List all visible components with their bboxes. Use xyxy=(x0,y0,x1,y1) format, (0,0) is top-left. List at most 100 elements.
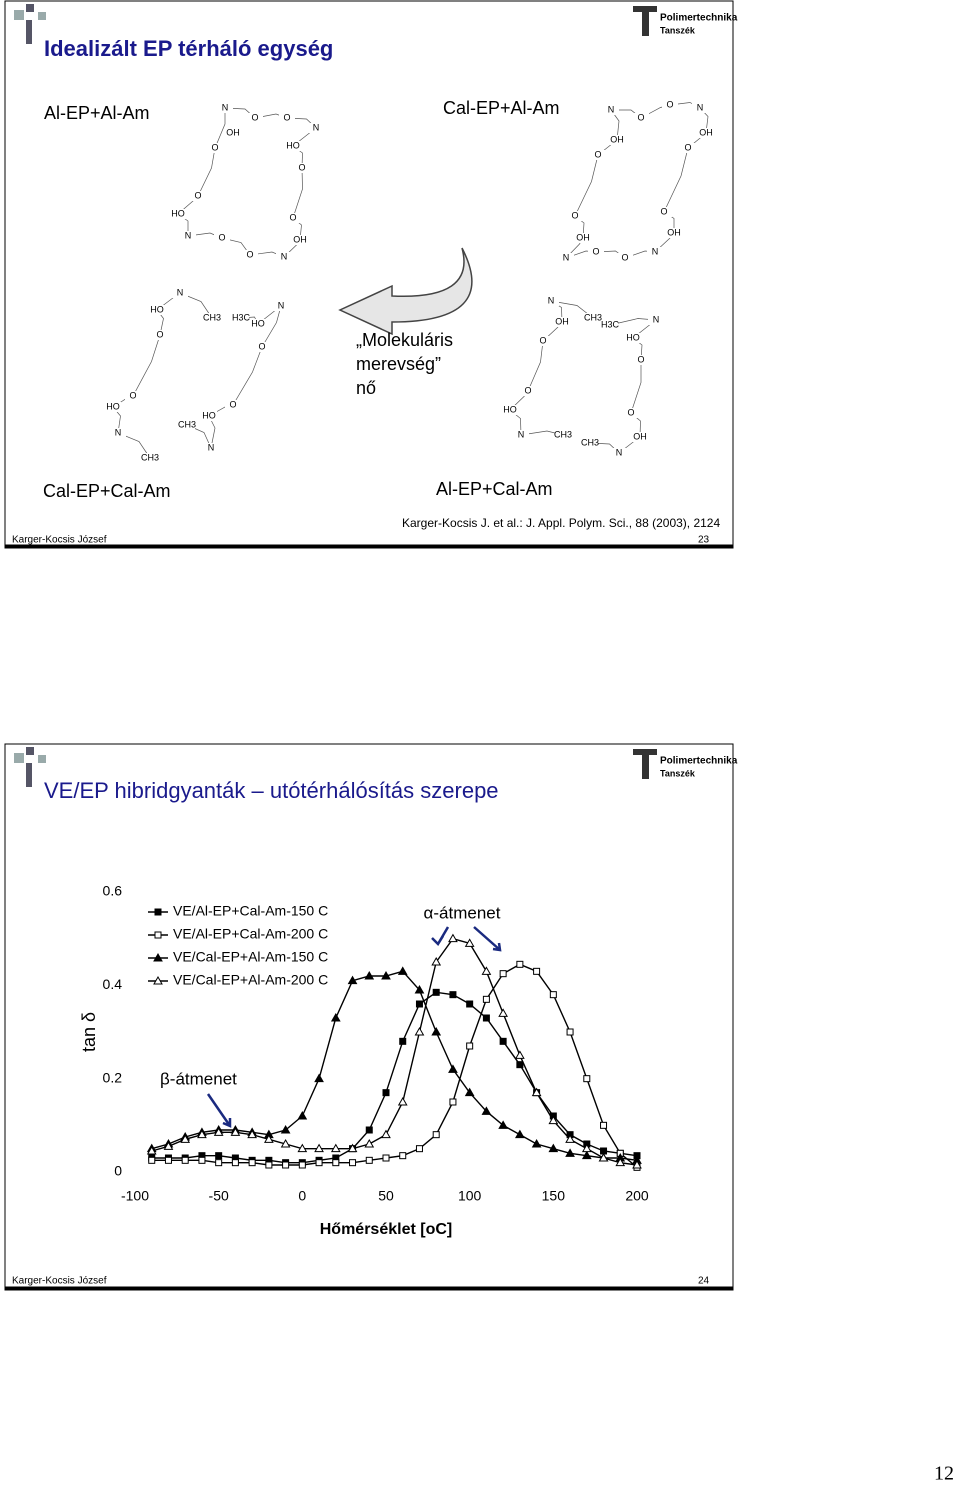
y-axis-label: tan δ xyxy=(79,1012,99,1052)
data-point xyxy=(381,1129,391,1139)
atom-bg xyxy=(203,443,219,453)
data-point xyxy=(548,1143,559,1153)
data-point xyxy=(397,1096,408,1106)
page-number: 12 xyxy=(934,1463,954,1485)
atom-label: CH3 xyxy=(141,452,159,462)
atom-label: HO xyxy=(626,332,640,342)
caption: Cal-EP+Al-Am xyxy=(443,98,560,118)
atom-bg xyxy=(567,211,583,221)
data-point xyxy=(213,1127,224,1136)
data-point xyxy=(230,1127,241,1136)
atom-label: O xyxy=(524,385,531,395)
annotation-arrow xyxy=(206,926,502,1128)
data-point xyxy=(498,1120,508,1129)
atom-bg xyxy=(632,432,648,442)
x-axis-label: Hőmérséklet [oC] xyxy=(320,1221,452,1238)
data-point xyxy=(431,956,442,966)
atom-label: HO xyxy=(286,140,300,150)
atom-bg xyxy=(142,453,158,463)
arrow-text: „Molekuláris xyxy=(356,330,453,350)
data-point xyxy=(566,1028,574,1036)
data-point xyxy=(282,1161,290,1169)
atom-label: N xyxy=(208,442,215,452)
atom-label: OH xyxy=(555,316,569,326)
atom-bg xyxy=(633,113,649,123)
data-point xyxy=(349,1159,357,1167)
atom-label: O xyxy=(194,190,201,200)
y-tick-label: 0 xyxy=(114,1163,122,1179)
atom-bg xyxy=(273,301,289,311)
x-tick-label: -50 xyxy=(209,1188,229,1204)
atom-bg xyxy=(603,105,619,115)
atom-label: O xyxy=(129,390,136,400)
data-point xyxy=(163,1141,174,1150)
caption: Al-EP+Al-Am xyxy=(44,103,150,123)
legend-marker xyxy=(153,952,163,962)
data-point xyxy=(231,1159,239,1167)
data-point xyxy=(466,1042,474,1050)
x-tick-label: 150 xyxy=(542,1188,566,1204)
data-point xyxy=(347,975,358,985)
data-point xyxy=(449,991,457,999)
slide-decoration xyxy=(14,4,46,787)
data-point xyxy=(332,1159,340,1167)
atom-label: O xyxy=(621,252,628,262)
atom-label: N xyxy=(281,251,288,261)
data-point xyxy=(397,966,408,975)
arrow-text: merevség” xyxy=(356,354,441,374)
atom-label: H3C xyxy=(601,319,620,329)
data-point xyxy=(382,1154,390,1162)
data-point xyxy=(197,1129,207,1139)
atom-label: N xyxy=(652,246,659,256)
atom-label: OH xyxy=(667,227,681,237)
atom-label: N xyxy=(115,427,122,437)
atom-bg xyxy=(656,207,672,217)
atom-bg xyxy=(666,228,682,238)
data-point xyxy=(148,1156,156,1164)
bond xyxy=(663,147,689,213)
data-point xyxy=(297,1143,308,1153)
atom-label: N xyxy=(653,314,660,324)
atom-bg xyxy=(308,123,324,133)
data-point xyxy=(382,1089,390,1097)
atom-label: N xyxy=(563,252,570,262)
bond xyxy=(132,334,161,397)
atom-bg xyxy=(152,330,168,340)
atom-label: OH xyxy=(293,234,307,244)
data-point xyxy=(449,1098,457,1106)
atom-bg xyxy=(698,128,714,138)
data-point xyxy=(448,933,458,943)
atom-bg xyxy=(276,252,292,262)
atom-label: H3C xyxy=(232,312,251,322)
atom-label: N xyxy=(185,230,192,240)
data-point xyxy=(515,1050,525,1059)
atom-bg xyxy=(585,313,601,323)
data-point xyxy=(415,1000,423,1008)
atom-label: HO xyxy=(171,208,185,218)
y-tick-label: 0.2 xyxy=(103,1069,123,1085)
atom-bg xyxy=(294,163,310,173)
atom-bg xyxy=(225,128,241,138)
data-point xyxy=(364,1138,375,1148)
atom-bg xyxy=(582,438,598,448)
legend-label: VE/Cal-EP+Al-Am-200 C xyxy=(173,972,328,988)
bond xyxy=(292,167,303,219)
data-point xyxy=(215,1159,223,1167)
curved-arrow xyxy=(338,247,473,336)
annotation: α-átmenet xyxy=(424,903,501,922)
atom-label: N xyxy=(278,300,285,310)
data-point xyxy=(565,1148,575,1157)
atom-label: O xyxy=(229,399,236,409)
data-point xyxy=(516,960,524,968)
logo-text: Polimertechnika xyxy=(660,13,738,24)
data-point xyxy=(583,1075,591,1083)
data-point xyxy=(482,1014,490,1022)
atom-label: N xyxy=(548,295,555,305)
atom-bg xyxy=(190,191,206,201)
data-point xyxy=(498,1008,508,1017)
x-tick-label: -100 xyxy=(121,1188,149,1204)
data-point xyxy=(399,1037,407,1045)
atom-bg xyxy=(543,296,559,306)
atom-label: O xyxy=(246,249,253,259)
atom-label: N xyxy=(313,122,320,132)
